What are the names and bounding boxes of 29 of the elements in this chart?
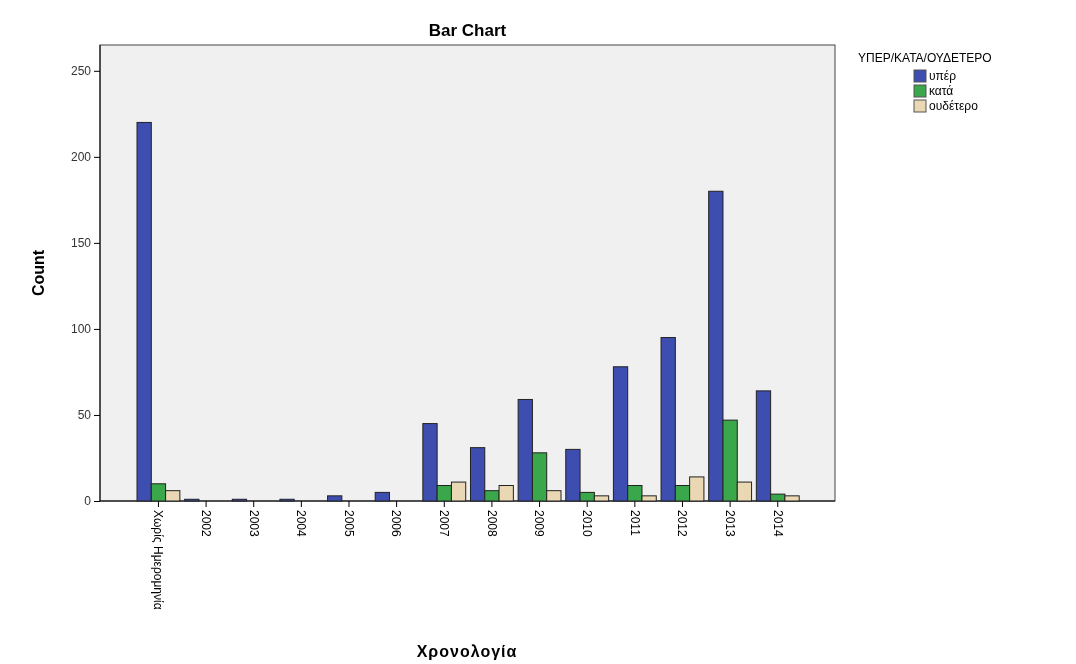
x-tick-label: 2012 — [675, 510, 690, 538]
legend-label: υπέρ — [929, 69, 957, 83]
x-tick-label: 2010 — [580, 510, 594, 538]
y-axis-title: Count — [30, 249, 47, 297]
x-tick-label: 2005 — [341, 510, 356, 538]
x-tick-label: 2006 — [389, 510, 404, 538]
y-tick-label: 50 — [77, 408, 92, 423]
x-tick-label: 2013 — [722, 510, 737, 538]
bar — [374, 491, 390, 502]
x-tick-label: 2009 — [532, 510, 547, 538]
legend-label: κατά — [929, 84, 954, 98]
y-tick-label: 150 — [70, 236, 92, 251]
x-tick-label: 2004 — [294, 510, 309, 538]
x-tick-label: 2014 — [770, 510, 785, 538]
x-tick-label: 2008 — [484, 510, 499, 538]
x-tick-label: 2011 — [627, 510, 642, 537]
x-tick-label: 2002 — [198, 510, 213, 538]
x-tick-label: 2003 — [246, 510, 261, 538]
x-tick-label: 2007 — [437, 510, 452, 538]
y-tick-label: 0 — [84, 494, 92, 509]
x-tick-label: Χωρίς Ημερομηνία — [151, 510, 166, 610]
x-axis-title: Χρονολογία — [416, 643, 518, 660]
legend-title: ΥΠΕΡ/ΚΑΤΑ/ΟΥΔΕΤΕΡΟ — [858, 51, 992, 65]
y-tick-label: 200 — [70, 150, 92, 165]
chart-title: Bar Chart — [428, 21, 507, 40]
y-tick-label: 250 — [70, 64, 92, 79]
y-tick-label: 100 — [70, 322, 92, 337]
legend-label: ουδέτερο — [929, 99, 979, 113]
bar — [327, 495, 343, 502]
